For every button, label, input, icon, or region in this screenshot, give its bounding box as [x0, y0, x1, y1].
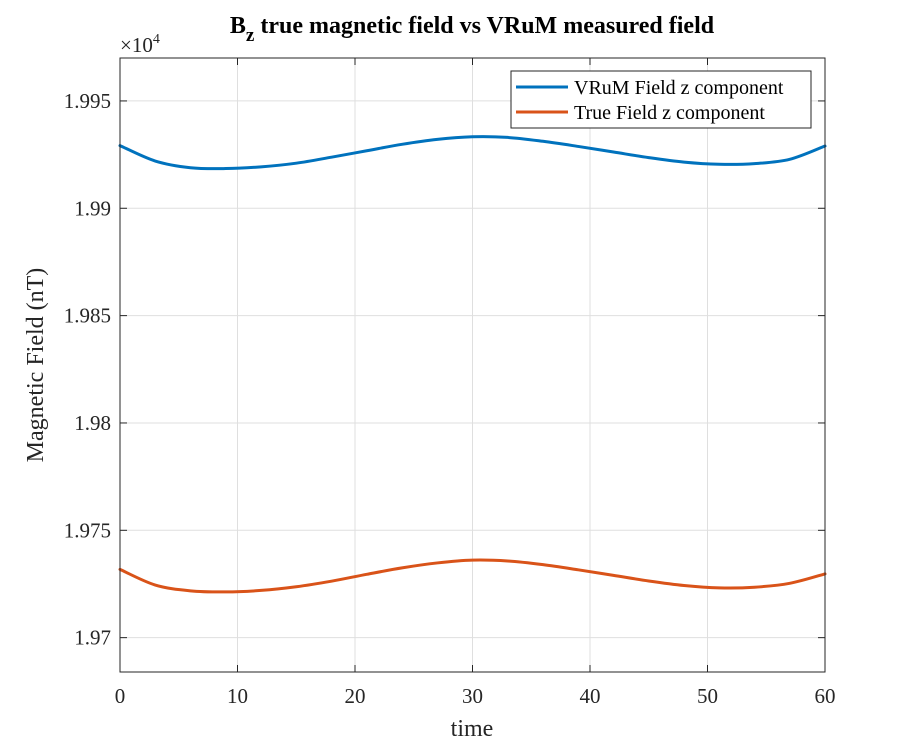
series-group	[118, 135, 827, 594]
title-main: B	[230, 13, 246, 39]
x-tick-label: 20	[345, 684, 366, 708]
y-tick-label: 1.98	[74, 411, 111, 435]
exponent-power: 4	[153, 32, 160, 47]
x-tick-label: 0	[115, 684, 126, 708]
y-tick-label: 1.985	[64, 304, 111, 328]
x-tick-label: 50	[697, 684, 718, 708]
y-tick-label: 1.99	[74, 196, 111, 220]
y-tick-label: 1.97	[74, 626, 111, 650]
y-exponent-label: ×104	[120, 32, 160, 57]
x-tick-label: 60	[815, 684, 836, 708]
x-tick-label: 40	[580, 684, 601, 708]
y-axis-label: Magnetic Field (nT)	[23, 268, 49, 463]
x-axis-label: time	[451, 716, 494, 742]
legend: VRuM Field z component True Field z compo…	[510, 70, 812, 129]
title-rest: true magnetic field vs VRuM measured fie…	[260, 13, 714, 39]
exponent-prefix: ×10	[120, 33, 153, 57]
title-subscript: z	[246, 25, 255, 46]
chart-title: Bz true magnetic field vs VRuM measured f…	[230, 13, 715, 46]
legend-label-vrum-field-z-component: VRuM Field z component	[574, 77, 784, 99]
y-tick-label: 1.975	[64, 518, 111, 542]
ticks: 0 10 20 30 40 50 60 1.97 1.975 1.98 1.985 1.99 1.995	[64, 58, 836, 708]
legend-box	[510, 70, 812, 129]
legend-label-true-field-z-component: True Field z component	[574, 102, 765, 124]
y-tick-label: 1.995	[64, 89, 111, 113]
x-tick-label: 10	[227, 684, 248, 708]
x-tick-label: 30	[462, 684, 483, 708]
series-line-vrum-field-z-component	[118, 135, 827, 171]
series-line-true-field-z-component	[118, 558, 827, 594]
